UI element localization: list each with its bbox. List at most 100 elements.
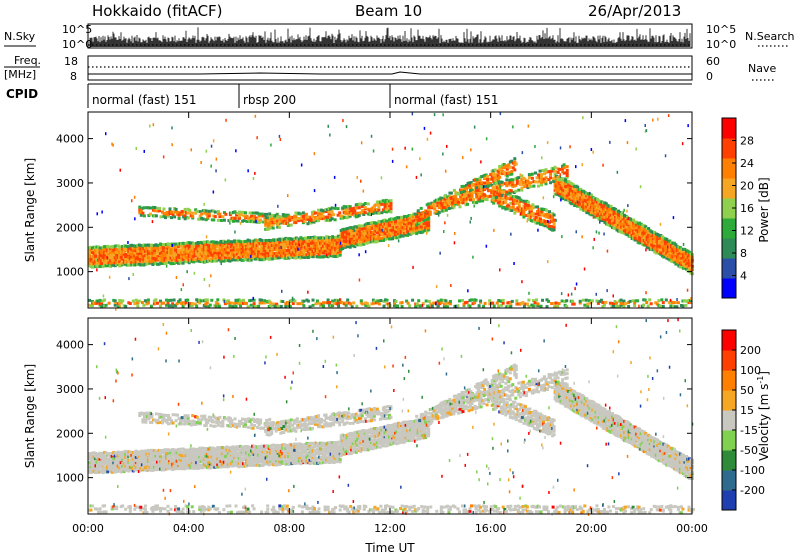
heatmap-cell: [190, 304, 194, 308]
heatmap-cell: [170, 210, 173, 214]
heatmap-cell: [505, 184, 509, 188]
heatmap-cell: [177, 213, 181, 217]
heatmap-cell: [552, 228, 556, 232]
heatmap-cell: [389, 210, 393, 214]
heatmap-cell: [645, 232, 649, 236]
heatmap-cell: [441, 206, 445, 210]
heatmap-cell: [624, 302, 627, 306]
heatmap-cell: [308, 305, 312, 309]
heatmap-cell: [109, 454, 113, 458]
heatmap-cell: [521, 280, 523, 284]
heatmap-cell: [337, 254, 341, 257]
heatmap-cell: [107, 254, 110, 258]
heatmap-cell: [491, 187, 495, 191]
heatmap-cell: [233, 210, 237, 214]
heatmap-cell: [306, 253, 310, 256]
heatmap-cell: [379, 299, 383, 302]
heatmap-cell: [474, 298, 478, 302]
heatmap-cell: [154, 258, 158, 262]
heatmap-cell: [337, 245, 341, 249]
date-title: 26/Apr/2013: [588, 2, 681, 20]
heatmap-cell: [624, 119, 627, 123]
heatmap-cell: [169, 251, 173, 255]
heatmap-cell: [231, 258, 235, 262]
heatmap-cell: [108, 275, 111, 279]
heatmap-cell: [545, 305, 549, 309]
heatmap-cell: [548, 220, 551, 224]
heatmap-cell: [124, 253, 128, 257]
heatmap-cell: [619, 298, 623, 302]
heatmap-cell: [306, 236, 310, 239]
heatmap-cell: [586, 302, 590, 306]
heatmap-cell: [589, 301, 593, 305]
heatmap-cell: [277, 225, 281, 229]
heatmap-cell: [113, 301, 117, 304]
heatmap-cell: [95, 455, 99, 459]
heatmap-cell: [633, 304, 637, 307]
heatmap-cell: [199, 260, 203, 264]
heatmap-cell: [358, 278, 361, 282]
heatmap-cell: [494, 196, 498, 199]
heatmap-cell: [511, 178, 515, 182]
heatmap-cell: [557, 302, 561, 305]
heatmap-cell: [521, 183, 525, 187]
heatmap-cell: [685, 267, 688, 271]
heatmap-cell: [398, 235, 402, 239]
heatmap-cell: [261, 252, 265, 256]
colorbar-tick-label: 16: [740, 202, 754, 215]
colorbar-swatch: [722, 278, 736, 299]
heatmap-cell: [101, 210, 103, 214]
heatmap-cell: [381, 224, 385, 228]
heatmap-cell: [436, 201, 440, 204]
heatmap-cell: [172, 457, 176, 461]
heatmap-cell: [270, 224, 274, 228]
heatmap-cell: [103, 298, 107, 302]
heatmap-cell: [124, 462, 128, 466]
heatmap-cell: [306, 215, 310, 219]
heatmap-cell: [397, 219, 400, 223]
heatmap-cell: [427, 205, 431, 209]
heatmap-cell: [463, 190, 466, 194]
heatmap-cell: [95, 250, 99, 254]
heatmap-cell: [109, 247, 113, 251]
heatmap-cell: [500, 193, 504, 197]
heatmap-cell: [441, 199, 445, 203]
heatmap-cell: [676, 301, 680, 305]
heatmap-cell: [261, 239, 265, 243]
heatmap-cell: [276, 219, 280, 223]
heatmap-cell: [519, 173, 521, 177]
heatmap-cell: [184, 466, 188, 470]
heatmap-cell: [264, 218, 268, 222]
noise-tick-left-bottom: 10^0: [62, 38, 92, 51]
heatmap-cell: [443, 197, 447, 201]
heatmap-cell: [381, 227, 385, 231]
heatmap-cell: [464, 194, 468, 198]
heatmap-cell: [470, 298, 473, 302]
heatmap-cell: [416, 211, 420, 214]
heatmap-cell: [193, 271, 196, 275]
heatmap-cell: [583, 303, 587, 307]
heatmap-cell: [623, 218, 626, 222]
heatmap-cell: [516, 302, 520, 306]
heatmap-cell: [269, 301, 273, 305]
heatmap-cell: [291, 240, 295, 244]
heatmap-cell: [592, 206, 596, 210]
heatmap-cell: [124, 244, 128, 248]
heatmap-cell: [553, 169, 557, 173]
heatmap-cell: [248, 259, 251, 263]
heatmap-cell: [556, 170, 560, 174]
heatmap-cell: [514, 189, 518, 193]
heatmap-cell: [560, 299, 564, 303]
heatmap-cell: [552, 177, 556, 181]
heatmap-cell: [563, 303, 567, 307]
heatmap-cell: [109, 251, 113, 255]
heatmap-cell: [389, 207, 393, 211]
heatmap-cell: [312, 218, 316, 222]
heatmap-cell: [582, 116, 584, 120]
heatmap-cell: [526, 204, 530, 207]
heatmap-cell: [303, 214, 307, 218]
heatmap-cell: [404, 220, 408, 224]
heatmap-cell: [545, 208, 548, 212]
heatmap-cell: [467, 193, 471, 197]
heatmap-cell: [548, 213, 551, 217]
